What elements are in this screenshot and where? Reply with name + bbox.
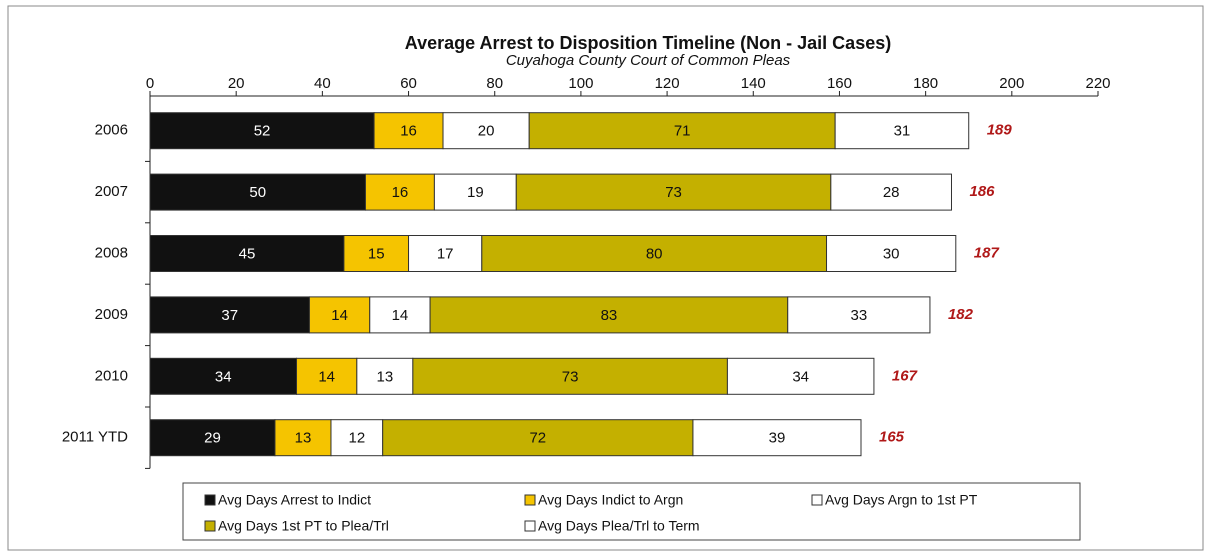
y-tick-label: 2006 <box>95 122 128 139</box>
y-tick-label: 2008 <box>95 244 128 261</box>
total-label: 165 <box>879 429 905 446</box>
y-tick-label: 2007 <box>95 183 128 200</box>
x-tick-label: 20 <box>228 75 245 92</box>
bar-segment <box>373 112 444 150</box>
data-label: 73 <box>562 368 579 385</box>
bar-segment <box>149 296 310 334</box>
data-label: 72 <box>529 430 546 447</box>
data-label: 30 <box>883 245 900 262</box>
data-label: 14 <box>318 368 335 385</box>
legend-swatch <box>204 494 216 506</box>
chart-title: Average Arrest to Disposition Timeline (… <box>405 33 891 53</box>
bar-segment <box>528 112 836 150</box>
data-label: 33 <box>851 307 868 324</box>
data-label: 16 <box>400 123 417 140</box>
x-tick-label: 120 <box>655 75 680 92</box>
legend-swatch <box>204 520 216 532</box>
bar-segment <box>442 112 530 150</box>
bar-segment <box>149 235 345 272</box>
total-label: 186 <box>969 183 995 200</box>
chart-subtitle: Cuyahoga County Court of Common Pleas <box>506 52 791 69</box>
x-tick-label: 100 <box>568 75 593 92</box>
data-label: 12 <box>348 430 365 447</box>
x-tick-label: 60 <box>400 75 417 92</box>
bar-segment <box>412 357 728 395</box>
y-tick-label: 2009 <box>95 306 128 323</box>
data-label: 83 <box>601 307 618 324</box>
x-tick-label: 140 <box>741 75 766 92</box>
x-tick-label: 0 <box>146 75 154 92</box>
bar-segment <box>481 235 828 272</box>
y-tick-label: 2010 <box>95 367 128 384</box>
bar-segment <box>408 235 483 272</box>
data-label: 16 <box>392 184 409 201</box>
data-label: 29 <box>204 430 221 447</box>
bar-segment <box>692 419 862 457</box>
data-label: 80 <box>646 245 663 262</box>
data-label: 17 <box>437 245 454 262</box>
data-label: 50 <box>249 184 266 201</box>
data-label: 45 <box>239 245 256 262</box>
legend-swatch <box>524 520 536 532</box>
bar-segment <box>274 419 332 457</box>
legend-label: Avg Days 1st PT to Plea/Trl <box>218 518 389 534</box>
bar-segment <box>515 173 832 211</box>
x-tick-label: 180 <box>913 75 938 92</box>
legend-label: Avg Days Plea/Trl to Term <box>538 518 700 534</box>
data-label: 28 <box>883 184 900 201</box>
bar-segment <box>149 357 298 395</box>
bar-segment <box>429 296 789 334</box>
bar-segment <box>308 296 371 334</box>
data-label: 15 <box>368 245 385 262</box>
data-label: 20 <box>478 123 495 140</box>
bar-segment <box>364 173 435 211</box>
bar-segment <box>343 235 410 272</box>
legend-label: Avg Days Arrest to Indict <box>218 492 371 508</box>
y-tick-label: 2011 YTD <box>62 429 128 446</box>
data-label: 37 <box>221 307 238 324</box>
data-label: 39 <box>769 430 786 447</box>
bar-segment <box>149 112 375 150</box>
x-tick-label: 80 <box>486 75 503 92</box>
bar-segment <box>787 296 931 334</box>
legend-label: Avg Days Indict to Argn <box>538 492 683 508</box>
data-label: 19 <box>467 184 484 201</box>
data-label: 13 <box>295 430 312 447</box>
data-label: 13 <box>377 368 394 385</box>
total-label: 182 <box>948 306 974 323</box>
data-label: 31 <box>894 123 911 140</box>
data-label: 14 <box>331 307 348 324</box>
bar-segment <box>826 235 957 272</box>
bar-segment <box>830 173 952 211</box>
x-tick-label: 40 <box>314 75 331 92</box>
x-tick-label: 200 <box>999 75 1024 92</box>
data-label: 34 <box>792 368 809 385</box>
frame <box>7 5 1204 551</box>
bar-segment <box>382 419 694 457</box>
data-label: 34 <box>215 368 232 385</box>
legend <box>182 482 1081 541</box>
legend-swatch <box>524 494 536 506</box>
legend-swatch <box>811 494 823 506</box>
bar-segment <box>369 296 431 334</box>
bar-segment <box>834 112 970 150</box>
legend-label: Avg Days Argn to 1st PT <box>825 492 978 508</box>
bar-segment <box>433 173 517 211</box>
bar-segment <box>726 357 875 395</box>
total-label: 189 <box>987 122 1013 139</box>
bar-segment <box>149 419 276 457</box>
data-label: 73 <box>665 184 682 201</box>
data-label: 71 <box>674 123 691 140</box>
total-label: 187 <box>974 244 1000 261</box>
x-tick-label: 160 <box>827 75 852 92</box>
data-label: 14 <box>392 307 409 324</box>
total-label: 167 <box>892 367 918 384</box>
data-label: 52 <box>254 123 271 140</box>
x-tick-label: 220 <box>1085 75 1110 92</box>
